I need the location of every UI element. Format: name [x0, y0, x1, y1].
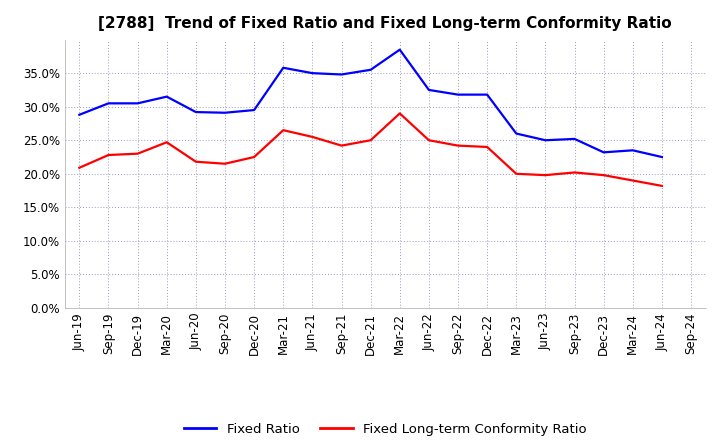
Fixed Long-term Conformity Ratio	[308, 134, 317, 139]
Line: Fixed Long-term Conformity Ratio: Fixed Long-term Conformity Ratio	[79, 114, 662, 186]
Fixed Long-term Conformity Ratio	[629, 178, 637, 183]
Fixed Ratio	[657, 154, 666, 160]
Fixed Long-term Conformity Ratio	[541, 172, 550, 178]
Fixed Ratio	[541, 138, 550, 143]
Fixed Long-term Conformity Ratio	[75, 165, 84, 170]
Fixed Ratio	[366, 67, 375, 73]
Fixed Ratio	[220, 110, 229, 115]
Fixed Ratio	[163, 94, 171, 99]
Fixed Long-term Conformity Ratio	[657, 183, 666, 188]
Fixed Ratio	[308, 70, 317, 76]
Fixed Long-term Conformity Ratio	[133, 151, 142, 156]
Fixed Ratio	[279, 65, 287, 70]
Fixed Long-term Conformity Ratio	[163, 139, 171, 145]
Fixed Long-term Conformity Ratio	[366, 138, 375, 143]
Fixed Ratio	[425, 87, 433, 92]
Fixed Ratio	[395, 47, 404, 52]
Fixed Long-term Conformity Ratio	[570, 170, 579, 175]
Fixed Ratio	[570, 136, 579, 142]
Fixed Ratio	[512, 131, 521, 136]
Fixed Long-term Conformity Ratio	[279, 128, 287, 133]
Fixed Ratio	[104, 101, 113, 106]
Fixed Ratio	[454, 92, 462, 97]
Fixed Ratio	[337, 72, 346, 77]
Fixed Ratio	[599, 150, 608, 155]
Fixed Ratio	[483, 92, 492, 97]
Fixed Long-term Conformity Ratio	[599, 172, 608, 178]
Fixed Long-term Conformity Ratio	[483, 144, 492, 150]
Fixed Long-term Conformity Ratio	[395, 111, 404, 116]
Fixed Ratio	[133, 101, 142, 106]
Fixed Long-term Conformity Ratio	[337, 143, 346, 148]
Fixed Long-term Conformity Ratio	[192, 159, 200, 165]
Fixed Ratio	[192, 110, 200, 115]
Title: [2788]  Trend of Fixed Ratio and Fixed Long-term Conformity Ratio: [2788] Trend of Fixed Ratio and Fixed Lo…	[99, 16, 672, 32]
Fixed Ratio	[629, 148, 637, 153]
Fixed Long-term Conformity Ratio	[425, 138, 433, 143]
Fixed Ratio	[250, 107, 258, 113]
Fixed Long-term Conformity Ratio	[250, 154, 258, 160]
Legend: Fixed Ratio, Fixed Long-term Conformity Ratio: Fixed Ratio, Fixed Long-term Conformity …	[179, 418, 592, 440]
Fixed Long-term Conformity Ratio	[454, 143, 462, 148]
Fixed Long-term Conformity Ratio	[512, 171, 521, 176]
Line: Fixed Ratio: Fixed Ratio	[79, 50, 662, 157]
Fixed Long-term Conformity Ratio	[220, 161, 229, 166]
Fixed Ratio	[75, 112, 84, 117]
Fixed Long-term Conformity Ratio	[104, 152, 113, 158]
